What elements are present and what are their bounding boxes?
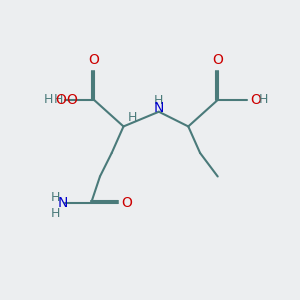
Text: O: O — [121, 196, 132, 210]
Text: O: O — [55, 93, 66, 107]
Text: O: O — [66, 93, 77, 107]
Text: H: H — [54, 93, 63, 106]
Text: N: N — [154, 101, 164, 115]
Text: O: O — [250, 93, 261, 107]
Text: H: H — [128, 110, 138, 124]
Text: H: H — [259, 93, 268, 106]
Text: H: H — [154, 94, 164, 107]
Text: H: H — [51, 191, 61, 204]
Text: N: N — [58, 196, 68, 210]
Text: O: O — [88, 53, 100, 67]
Text: O: O — [212, 53, 223, 67]
Text: H: H — [51, 207, 61, 220]
Text: H: H — [44, 93, 53, 106]
